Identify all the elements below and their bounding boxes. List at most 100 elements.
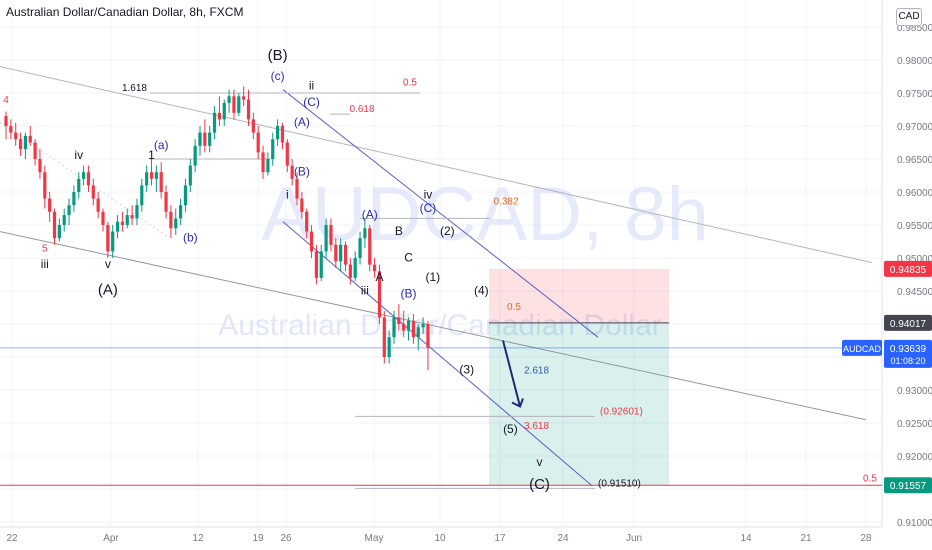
price-tick-label: 0.96500	[897, 155, 932, 166]
time-tick-label: 26	[280, 533, 292, 544]
projection-arrow	[502, 340, 521, 407]
candle-body	[285, 142, 289, 166]
wave-label: (C)	[303, 95, 320, 109]
candle-body	[198, 132, 202, 146]
candle-body	[314, 251, 318, 278]
candle-body	[348, 264, 352, 278]
candle-body	[115, 221, 120, 232]
candle-body	[251, 119, 255, 133]
candle-body	[179, 205, 183, 219]
wave-labels: 4 5 iii (A) iv v (a)1 (b) (B) (c) ii (C) (A) (B) i (A) B…	[3, 47, 550, 493]
projection-arrow-head	[511, 398, 524, 408]
candle-body	[203, 132, 207, 146]
time-tick-label: May	[365, 533, 384, 544]
candle-body	[28, 135, 32, 143]
candle-body	[358, 238, 362, 258]
candle-body	[402, 324, 406, 331]
candle-body	[169, 211, 173, 229]
price-tag-label: 0.94835	[890, 265, 927, 276]
trend-lines	[0, 66, 882, 489]
candle-body	[266, 159, 270, 173]
symbol-title[interactable]: Australian Dollar/Canadian Dollar, 8h, F…	[6, 5, 244, 19]
price-tag-box	[884, 477, 932, 494]
candle-body	[261, 152, 265, 173]
candle-body	[62, 215, 66, 225]
grid	[0, 0, 883, 528]
candle-body	[368, 228, 372, 265]
candle-body	[305, 211, 309, 232]
candle-body	[145, 172, 149, 186]
candle-body	[334, 244, 338, 262]
candle-body	[329, 225, 333, 245]
candle-body	[48, 198, 52, 212]
candle-body	[382, 317, 386, 357]
time-axis[interactable]: 22 Apr 12 19 26 May 10 17 24 Jun 14 21 28	[6, 533, 872, 544]
time-tick-label: 22	[6, 533, 18, 544]
watermark-description: Australian Dollar/Canadian Dollar	[218, 309, 662, 342]
candle-body	[154, 172, 158, 179]
candle-body	[280, 126, 285, 143]
candle-body	[111, 231, 115, 252]
candle-body	[82, 172, 86, 179]
candle-body	[397, 317, 401, 324]
wave-label: (A)	[294, 115, 310, 129]
price-tick-label: 0.92500	[897, 419, 932, 430]
candle-body	[174, 218, 178, 229]
candle-body	[309, 231, 314, 252]
watermark-symbol: AUDCAD, 8h	[261, 172, 709, 257]
fib-label: 0.5	[863, 474, 877, 485]
price-tag-label: 0.91557	[890, 481, 927, 492]
wave-label: (C)	[420, 201, 437, 215]
current-price-box	[884, 339, 932, 368]
wave-label: ii	[309, 79, 314, 93]
candle-body	[67, 205, 71, 216]
candle-body	[227, 96, 231, 103]
price-axis[interactable]: 0.98500 0.98000 0.97500 0.97000 0.96500 0.960…	[897, 23, 932, 529]
candle-body	[237, 96, 241, 113]
candle-body	[343, 244, 348, 265]
candle-body	[120, 221, 124, 225]
fib-labels: 1.618 0.5 0.618 0.382 0.5 2.618 (0.92601) 3.618…	[122, 78, 877, 490]
fib-label: (0.92601)	[600, 406, 643, 417]
price-tags: 0.94835 0.94017 0.91557 AUDCAD 0.9363901:08:…	[842, 260, 932, 494]
price-tick-label: 0.95500	[897, 221, 932, 232]
candle-body	[18, 139, 23, 150]
candle-body	[23, 135, 27, 150]
candle-body	[319, 251, 323, 278]
candle-body	[256, 132, 260, 153]
current-symbol-label: AUDCAD	[843, 344, 882, 354]
wave-label: (C)	[529, 476, 550, 493]
fib-label: 0.382	[493, 197, 518, 208]
candle-body	[140, 185, 144, 206]
wave-label: v	[537, 455, 543, 469]
time-tick-label: 21	[800, 533, 812, 544]
candle-body	[416, 327, 420, 338]
candle-body	[290, 165, 294, 179]
price-tag-label: 0.94017	[890, 319, 927, 330]
candle-body	[101, 211, 105, 225]
candle-body	[38, 159, 42, 173]
wave-label: (B)	[294, 165, 310, 179]
candle-body	[426, 324, 430, 348]
fib-label: (0.91510)	[598, 478, 641, 489]
candle-body	[33, 142, 37, 159]
candle-body	[246, 99, 251, 120]
price-tag-box	[884, 260, 932, 277]
currency-badge[interactable]: CAD	[896, 8, 922, 26]
countdown-label: 01:08:20	[890, 356, 925, 366]
candle-body	[77, 178, 81, 192]
candle-body	[86, 172, 91, 186]
candle-body	[295, 178, 299, 199]
candle-body	[411, 320, 415, 338]
candle-body	[9, 126, 13, 133]
candle-body	[421, 324, 425, 328]
price-tag-box	[884, 314, 932, 331]
candle-body	[208, 132, 212, 146]
candle-body	[339, 244, 343, 262]
wave-label: (B)	[401, 287, 417, 301]
time-tick-label: 24	[557, 533, 569, 544]
time-tick-label: 12	[192, 533, 204, 544]
wave-label: iii	[41, 257, 49, 271]
